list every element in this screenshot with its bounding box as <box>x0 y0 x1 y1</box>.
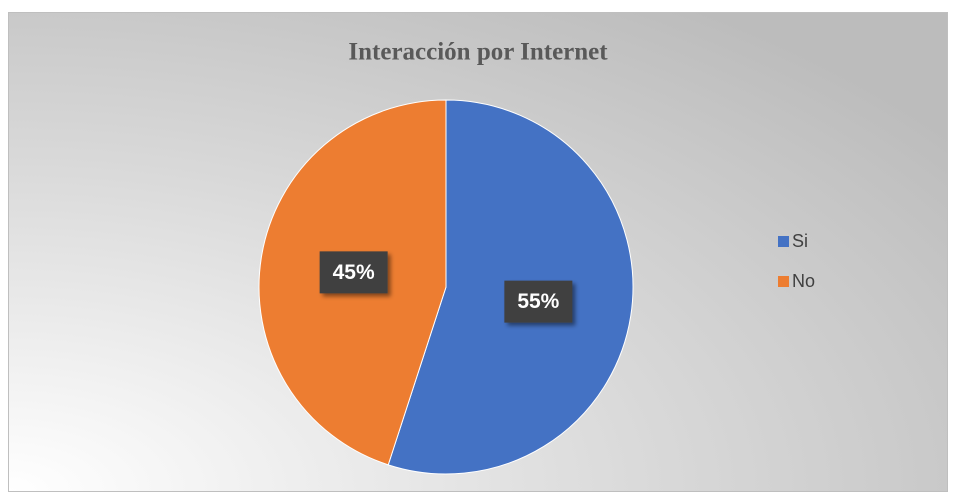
chart-title: Interacción por Internet <box>348 39 608 66</box>
legend-swatch <box>778 236 789 247</box>
data-label-box <box>504 280 573 323</box>
data-label: 45% <box>333 261 375 284</box>
legend-label: No <box>792 271 815 291</box>
legend-label: Si <box>792 231 808 251</box>
data-label-box <box>319 251 388 294</box>
legend-swatch <box>778 276 789 287</box>
data-label: 55% <box>517 290 559 313</box>
